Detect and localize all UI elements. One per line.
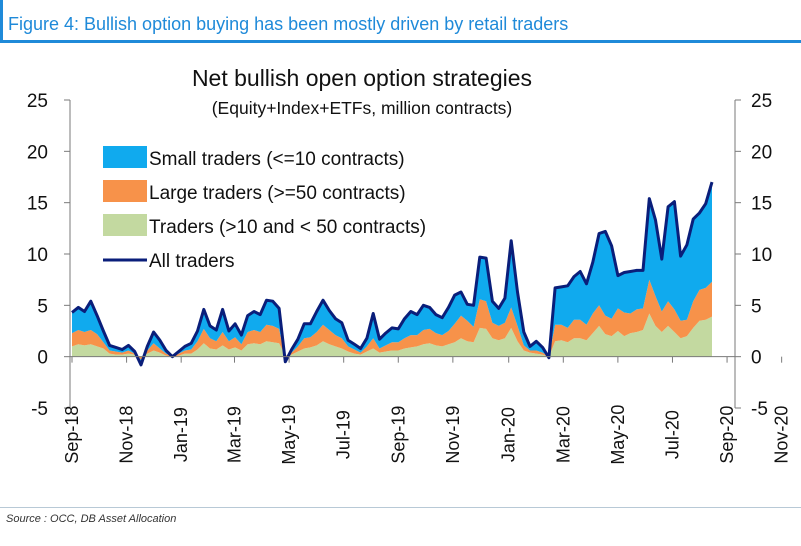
x-tick-label: Sep-19	[388, 406, 408, 464]
area-series-mid	[72, 313, 712, 357]
y-tick-label-right: 25	[751, 91, 772, 112]
line-all-traders	[71, 181, 714, 367]
area-series-large	[72, 279, 712, 360]
y-tick-label-right: 10	[751, 245, 772, 266]
legend-swatch-small	[103, 146, 147, 168]
legend-label-all: All traders	[149, 251, 235, 272]
y-tick-label-left: 20	[27, 142, 48, 163]
legend-label-small: Small traders (<=10 contracts)	[149, 149, 405, 170]
x-tick-label: May-19	[279, 405, 299, 465]
y-tick-label-left: 15	[27, 194, 48, 215]
y-tick-label-left: 5	[37, 296, 48, 317]
footer-rule	[0, 507, 801, 508]
chart-title: Net bullish open option strategies	[192, 65, 532, 91]
x-tick-label: Mar-19	[225, 406, 245, 463]
x-tick-label: Jul-20	[663, 410, 683, 459]
chart-axes: 25 25 20 20 15 15 10 10 5 5 0 0 -5 -5 Sep-18 Nov-18 Jan-…	[27, 91, 792, 465]
chart-svg: 25 25 20 20 15 15 10 10 5 5 0 0 -5 -5 Sep-18 Nov-18 Jan-…	[27, 65, 792, 465]
y-tick-label-right: 20	[751, 142, 772, 163]
figure-header: Figure 4: Bullish option buying has been…	[0, 0, 801, 44]
header-rule	[0, 40, 801, 43]
y-tick-label-left: 10	[27, 245, 48, 266]
legend-label-large: Large traders (>=50 contracts)	[149, 183, 406, 204]
y-tick-label-left: 25	[27, 91, 48, 112]
x-tick-label: Nov-19	[443, 406, 463, 464]
y-tick-label-right: 15	[751, 194, 772, 215]
chart-legend: Small traders (<=10 contracts) Large trad…	[103, 146, 426, 272]
legend-swatch-large	[103, 180, 147, 202]
y-tick-label-right: -5	[751, 399, 768, 420]
chart-subtitle: (Equity+Index+ETFs, million contracts)	[212, 98, 513, 118]
x-tick-label: Jan-20	[499, 407, 519, 462]
chart-lines	[71, 181, 714, 367]
x-tick-label: Nov-18	[117, 406, 137, 464]
x-tick-label: Nov-20	[772, 406, 792, 464]
source-note: Source : OCC, DB Asset Allocation	[6, 513, 177, 525]
x-tick-label: Mar-20	[553, 406, 573, 463]
y-tick-label-right: 0	[751, 348, 762, 369]
x-tick-label: Jul-19	[334, 410, 354, 459]
figure-title: Figure 4: Bullish option buying has been…	[8, 14, 569, 34]
x-tick-label: Jan-19	[171, 407, 191, 462]
header-left-rule	[0, 0, 3, 42]
x-tick-label: May-20	[608, 405, 628, 465]
y-tick-label-right: 5	[751, 296, 762, 317]
x-tick-label: Sep-18	[62, 406, 82, 464]
y-tick-label-left: -5	[31, 399, 48, 420]
legend-swatch-mid	[103, 214, 147, 236]
legend-label-mid: Traders (>10 and < 50 contracts)	[149, 217, 426, 238]
y-tick-label-left: 0	[37, 348, 48, 369]
x-tick-label: Sep-20	[717, 406, 737, 464]
